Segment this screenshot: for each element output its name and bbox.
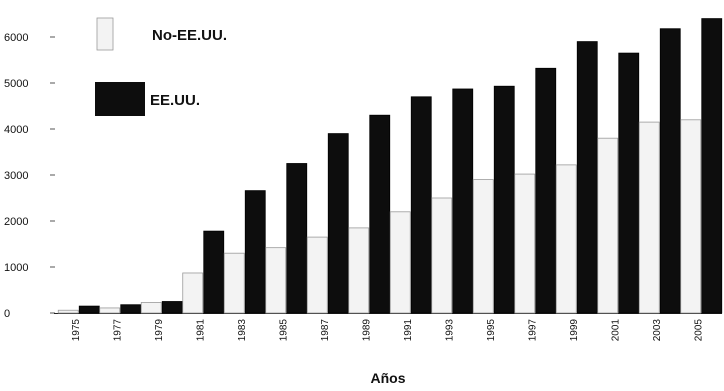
legend-swatch-eeuu <box>95 82 145 116</box>
bar-no-eeuu <box>99 307 121 314</box>
x-tick-label: 1975 <box>71 319 82 342</box>
bar-no-eeuu <box>389 211 411 314</box>
x-tick-label: 1997 <box>527 319 538 342</box>
x-tick-label: 2001 <box>610 319 621 342</box>
bar-eeuu <box>161 301 183 314</box>
bar-eeuu <box>535 67 557 314</box>
y-tick-label: 3000 <box>4 170 28 182</box>
x-tick-label: 1979 <box>154 319 165 342</box>
bar-no-eeuu <box>514 173 536 314</box>
x-axis: 1975 1977 1979 1981 1983 1985 1987 1989 1991 1993… <box>71 319 705 342</box>
bar-eeuu <box>286 163 308 314</box>
x-tick-label: 1983 <box>237 319 248 342</box>
bar-no-eeuu <box>265 247 287 314</box>
y-tick-label: 6000 <box>4 32 28 44</box>
bar-eeuu <box>576 41 598 314</box>
bar-eeuu <box>244 190 266 314</box>
bar-eeuu <box>120 304 142 314</box>
y-tick-label: 1000 <box>4 262 28 274</box>
x-tick-label: 2005 <box>693 319 704 342</box>
x-tick-label: 1999 <box>569 319 580 342</box>
legend: No-EE.UU. EE.UU. <box>95 17 227 116</box>
y-axis: 0 1000 2000 3000 4000 5000 6000 <box>4 32 55 320</box>
bar-eeuu <box>327 133 349 314</box>
bar-no-eeuu <box>306 236 328 314</box>
bar-no-eeuu <box>680 119 702 314</box>
x-tick-label: 2003 <box>652 319 663 342</box>
bar-no-eeuu <box>223 252 245 314</box>
bar-no-eeuu <box>638 121 660 314</box>
legend-label-no-eeuu: No-EE.UU. <box>152 27 227 44</box>
bar-no-eeuu <box>555 164 577 314</box>
x-tick-label: 1989 <box>361 319 372 342</box>
x-tick-label: 1977 <box>112 319 123 342</box>
bar-no-eeuu <box>140 302 162 314</box>
x-tick-label: 1981 <box>195 319 206 342</box>
bar-no-eeuu <box>57 309 79 314</box>
legend-label-eeuu: EE.UU. <box>150 92 200 109</box>
bar-eeuu <box>701 18 723 314</box>
bars-group <box>57 18 723 314</box>
bar-eeuu <box>203 230 225 314</box>
y-tick-label: 0 <box>4 308 10 320</box>
bar-no-eeuu <box>348 227 370 314</box>
legend-swatch-no-eeuu <box>96 17 114 51</box>
x-tick-label: 1995 <box>486 319 497 342</box>
x-tick-label: 1991 <box>403 319 414 342</box>
bar-no-eeuu <box>472 179 494 314</box>
bar-eeuu <box>410 96 432 314</box>
y-tick-label: 5000 <box>4 78 28 90</box>
bar-eeuu <box>493 85 515 314</box>
x-tick-label: 1987 <box>320 319 331 342</box>
bar-eeuu <box>452 88 474 314</box>
x-axis-title: Años <box>371 370 406 386</box>
y-tick-label: 2000 <box>4 216 28 228</box>
x-tick-label: 1993 <box>444 319 455 342</box>
bar-eeuu <box>659 28 681 314</box>
x-tick-label: 1985 <box>278 319 289 342</box>
bar-no-eeuu <box>597 137 619 314</box>
bar-eeuu <box>369 114 391 314</box>
bar-eeuu <box>618 52 640 314</box>
bar-eeuu <box>78 305 100 314</box>
bar-no-eeuu <box>431 197 453 314</box>
y-tick-label: 4000 <box>4 124 28 136</box>
bar-no-eeuu <box>182 272 204 314</box>
